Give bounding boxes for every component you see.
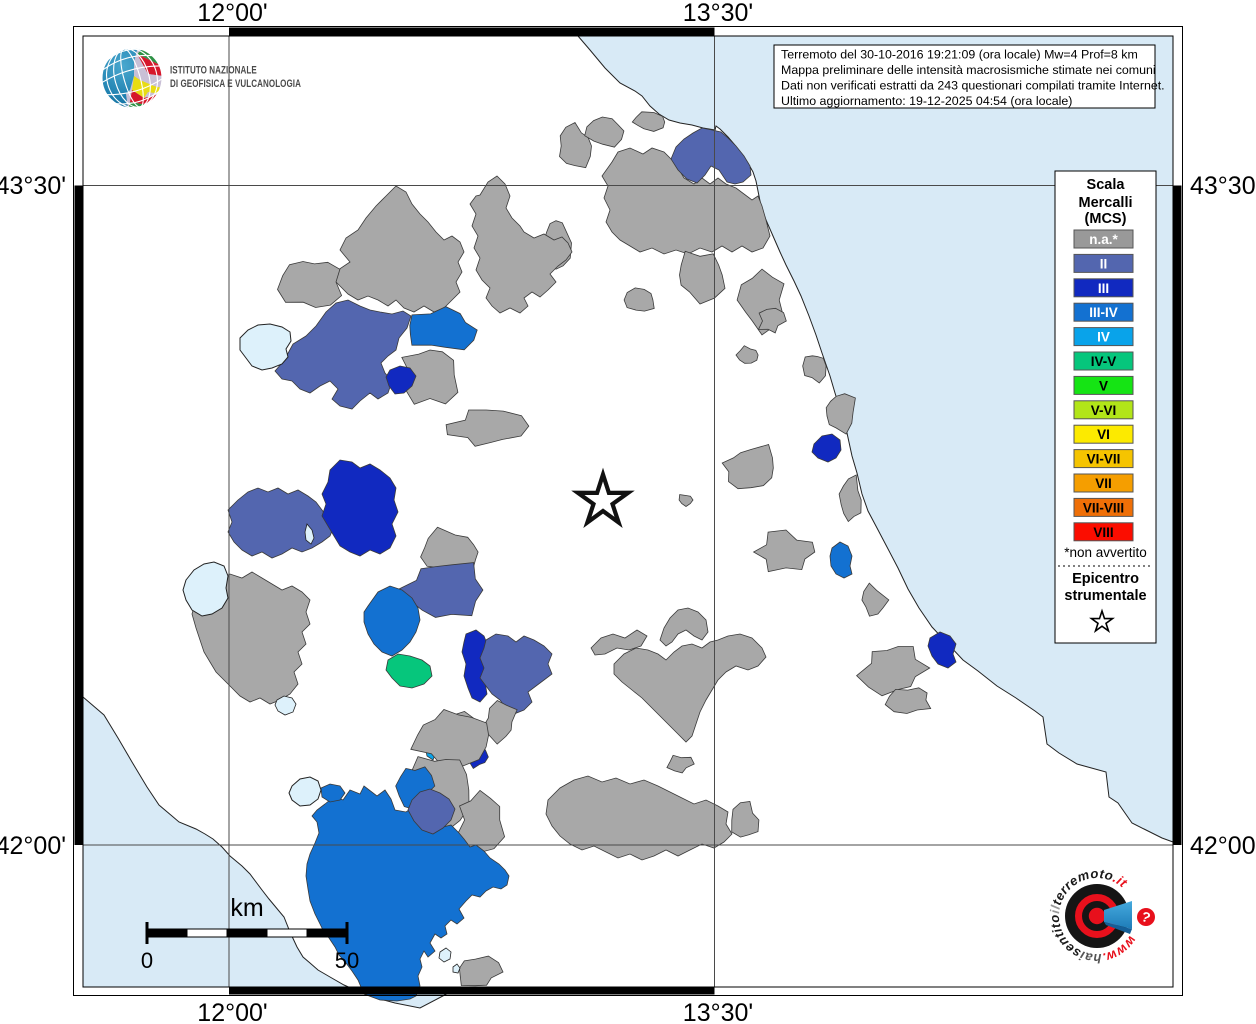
svg-text:12°00': 12°00' (197, 0, 267, 27)
svg-text:V: V (1099, 378, 1108, 393)
svg-text:III-IV: III-IV (1089, 305, 1118, 320)
svg-text:(MCS): (MCS) (1085, 211, 1127, 227)
svg-text:*non avvertito: *non avvertito (1064, 545, 1147, 560)
svg-text:VII: VII (1095, 476, 1112, 491)
svg-text:Terremoto del 30-10-2016 19:21: Terremoto del 30-10-2016 19:21:09 (ora l… (781, 48, 1138, 62)
svg-text:DI GEOFISICA E VULCANOLOGIA: DI GEOFISICA E VULCANOLOGIA (170, 78, 301, 91)
svg-text:Dati non verificati estratti d: Dati non verificati estratti da 243 ques… (781, 79, 1165, 93)
svg-text:0: 0 (141, 948, 153, 973)
svg-text:strumentale: strumentale (1064, 588, 1146, 604)
svg-text:n.a.*: n.a.* (1089, 232, 1118, 247)
svg-text:43°30': 43°30' (0, 172, 66, 200)
svg-text:43°30': 43°30' (1190, 172, 1256, 200)
svg-text:km: km (230, 894, 263, 922)
svg-text:42°00': 42°00' (0, 832, 66, 860)
svg-text:III: III (1098, 281, 1109, 296)
svg-text:Scala: Scala (1087, 177, 1126, 193)
svg-text:VIII: VIII (1093, 525, 1113, 540)
svg-text:42°00': 42°00' (1190, 832, 1256, 860)
svg-text:VI: VI (1097, 427, 1110, 442)
svg-text:13°30': 13°30' (683, 0, 753, 27)
svg-text:Mercalli: Mercalli (1079, 195, 1133, 211)
svg-text:V-VI: V-VI (1091, 403, 1117, 418)
svg-text:IV: IV (1097, 330, 1110, 345)
svg-text:VI-VII: VI-VII (1087, 452, 1121, 467)
svg-text:VII-VIII: VII-VIII (1083, 500, 1124, 515)
svg-text:II: II (1100, 256, 1108, 271)
svg-text:IV-V: IV-V (1091, 354, 1117, 369)
svg-text:13°30': 13°30' (683, 999, 753, 1024)
svg-text:12°00': 12°00' (197, 999, 267, 1024)
svg-text:ISTITUTO NAZIONALE: ISTITUTO NAZIONALE (170, 64, 257, 77)
svg-text:Epicentro: Epicentro (1072, 571, 1139, 587)
svg-text:Mappa preliminare delle intens: Mappa preliminare delle intensità macros… (781, 63, 1156, 77)
svg-text:Ultimo aggiornamento: 19-12-20: Ultimo aggiornamento: 19-12-2025 04:54 (… (781, 94, 1072, 108)
svg-text:50: 50 (335, 948, 359, 973)
